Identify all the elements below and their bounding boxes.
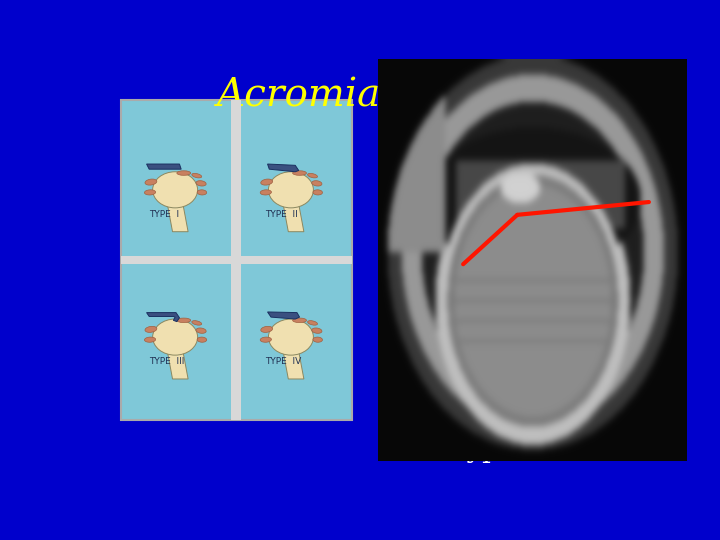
Ellipse shape [145, 337, 156, 342]
Text: TYPE  II: TYPE II [265, 210, 297, 219]
Ellipse shape [153, 319, 197, 355]
Ellipse shape [312, 181, 322, 186]
FancyBboxPatch shape [231, 100, 241, 420]
Ellipse shape [196, 181, 206, 186]
Ellipse shape [192, 173, 202, 178]
Ellipse shape [192, 321, 202, 325]
Ellipse shape [269, 319, 313, 355]
Ellipse shape [313, 337, 323, 342]
FancyBboxPatch shape [121, 100, 352, 420]
Text: Type III: Type III [448, 436, 558, 463]
Ellipse shape [307, 321, 318, 325]
Ellipse shape [177, 318, 191, 322]
Ellipse shape [145, 179, 157, 185]
Ellipse shape [292, 318, 307, 322]
Ellipse shape [269, 172, 313, 208]
Polygon shape [268, 312, 300, 319]
Polygon shape [147, 164, 181, 169]
Ellipse shape [261, 179, 273, 185]
FancyBboxPatch shape [121, 256, 352, 264]
Ellipse shape [197, 190, 207, 195]
Polygon shape [167, 204, 188, 232]
Ellipse shape [260, 190, 271, 195]
Ellipse shape [307, 173, 318, 178]
Ellipse shape [260, 337, 271, 342]
Polygon shape [283, 351, 304, 379]
Ellipse shape [177, 171, 191, 176]
Polygon shape [268, 164, 299, 172]
Polygon shape [283, 204, 304, 232]
Ellipse shape [196, 328, 206, 333]
Ellipse shape [153, 172, 197, 208]
Ellipse shape [197, 337, 207, 342]
Ellipse shape [292, 171, 307, 176]
Ellipse shape [145, 190, 156, 195]
Polygon shape [167, 351, 188, 379]
Text: TYPE  III: TYPE III [149, 357, 184, 366]
Text: TYPE  IV: TYPE IV [265, 357, 301, 366]
Polygon shape [147, 313, 179, 322]
Ellipse shape [261, 326, 273, 333]
Ellipse shape [145, 326, 157, 333]
Text: Acromial Types: Acromial Types [217, 77, 521, 115]
Ellipse shape [313, 190, 323, 195]
Ellipse shape [312, 328, 322, 333]
Text: TYPE  I: TYPE I [149, 210, 179, 219]
